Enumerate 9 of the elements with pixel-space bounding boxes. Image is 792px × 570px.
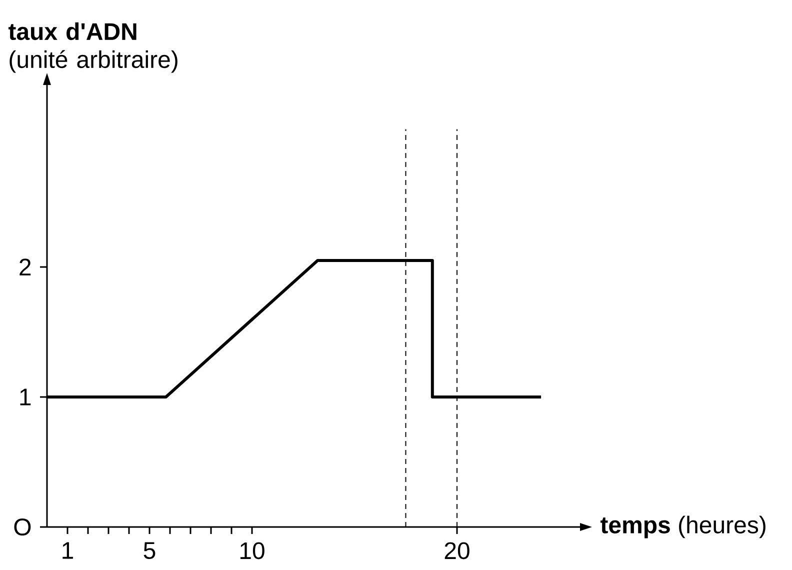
x-axis-title: temps (heures) <box>600 516 766 538</box>
x-tick-label: 1 <box>62 542 73 559</box>
y-tick-label: O <box>14 518 31 536</box>
x-tick-label: 10 <box>240 542 264 560</box>
x-tick-label: 20 <box>444 542 470 560</box>
y-tick-label: 1 <box>20 388 31 406</box>
y-axis-title: taux d'ADN (unité arbitraire) <box>8 22 178 73</box>
x-tick-label: 5 <box>144 542 156 559</box>
y-tick-label: 2 <box>20 258 31 276</box>
